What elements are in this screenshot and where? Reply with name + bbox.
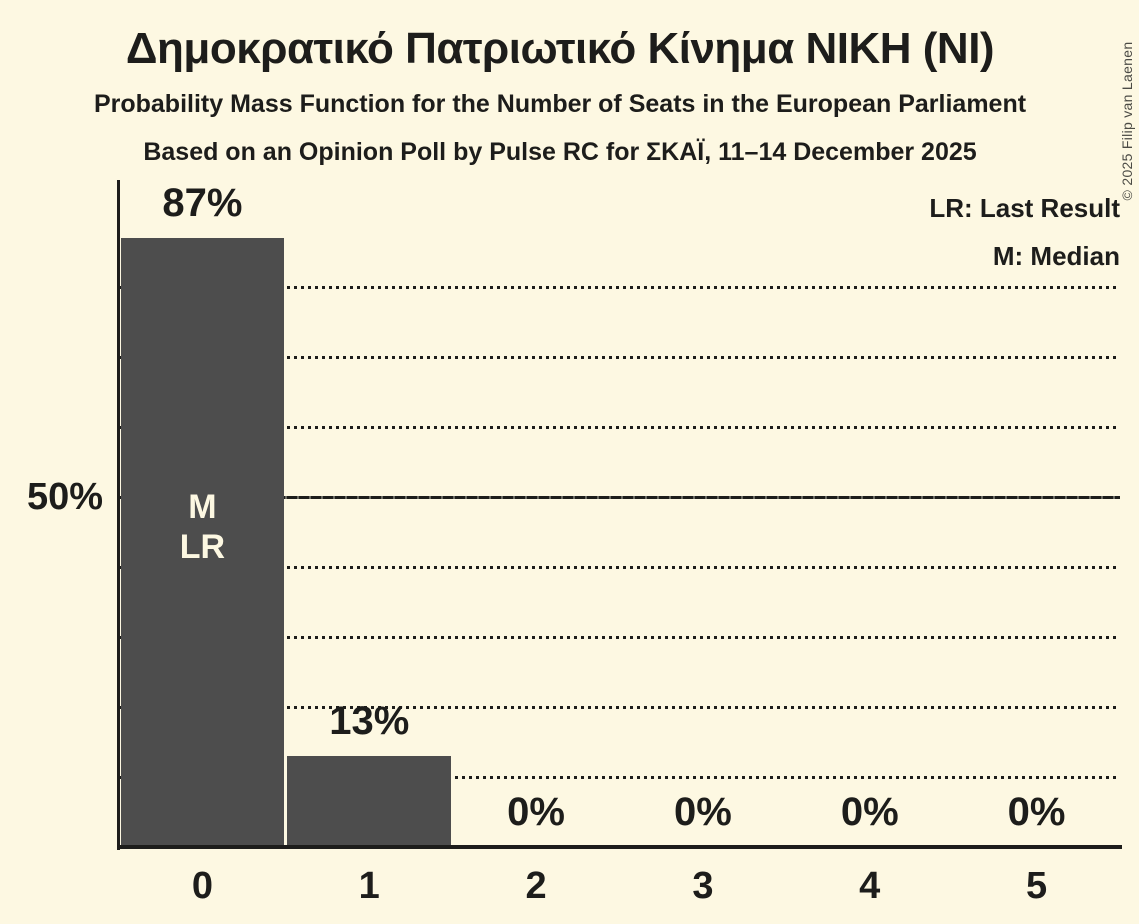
y-axis-label-50pct: 50%: [26, 476, 103, 518]
chart-source-line: Based on an Opinion Poll by Pulse RC for…: [143, 138, 977, 166]
legend-entry-median: M: Median: [992, 241, 1120, 271]
legend-entry-last-result: LR: Last Result: [929, 193, 1120, 223]
value-label-seats-2: 0%: [507, 790, 565, 834]
bar-seats-1: [287, 756, 451, 847]
chart-subtitle: Probability Mass Function for the Number…: [93, 90, 1027, 118]
x-tick-label-0: 0: [191, 865, 213, 907]
gridline-60pct: [119, 426, 1120, 429]
x-tick-label-5: 5: [1026, 865, 1048, 907]
legend: LR: Last Result M: Median: [929, 184, 1120, 280]
marker-line-m: M: [188, 488, 217, 526]
x-tick-label-4: 4: [859, 865, 881, 907]
x-tick-label-3: 3: [692, 865, 714, 907]
x-axis-line: [117, 845, 1122, 849]
gridline-30pct: [119, 636, 1120, 639]
gridline-40pct: [119, 566, 1120, 569]
x-tick-label-2: 2: [525, 865, 547, 907]
bar-seats-0: [120, 238, 284, 847]
gridline-70pct: [119, 356, 1120, 359]
chart-title: Δημοκρατικό Πατριωτικό Κίνημα ΝΙΚΗ (ΝΙ): [125, 24, 995, 73]
value-label-seats-1: 13%: [329, 699, 410, 743]
y-axis-line: [117, 180, 120, 850]
gridline-50pct: [119, 496, 1120, 499]
copyright-notice: © 2025 Filip van Laenen: [1119, 41, 1135, 201]
median-last-result-marker: M LR: [119, 487, 286, 567]
gridline-80pct: [119, 286, 1120, 289]
value-label-seats-4: 0%: [840, 790, 899, 834]
value-label-seats-3: 0%: [674, 790, 732, 834]
marker-line-lr: LR: [179, 528, 226, 566]
value-label-seats-0: 87%: [162, 181, 243, 225]
value-label-seats-5: 0%: [1007, 790, 1066, 834]
gridline-10pct: [119, 776, 1120, 779]
x-tick-label-1: 1: [358, 865, 380, 907]
plot-area: 87% 13% 0% 0% 0% 0% M LR: [117, 180, 1122, 850]
gridline-20pct: [119, 706, 1120, 709]
